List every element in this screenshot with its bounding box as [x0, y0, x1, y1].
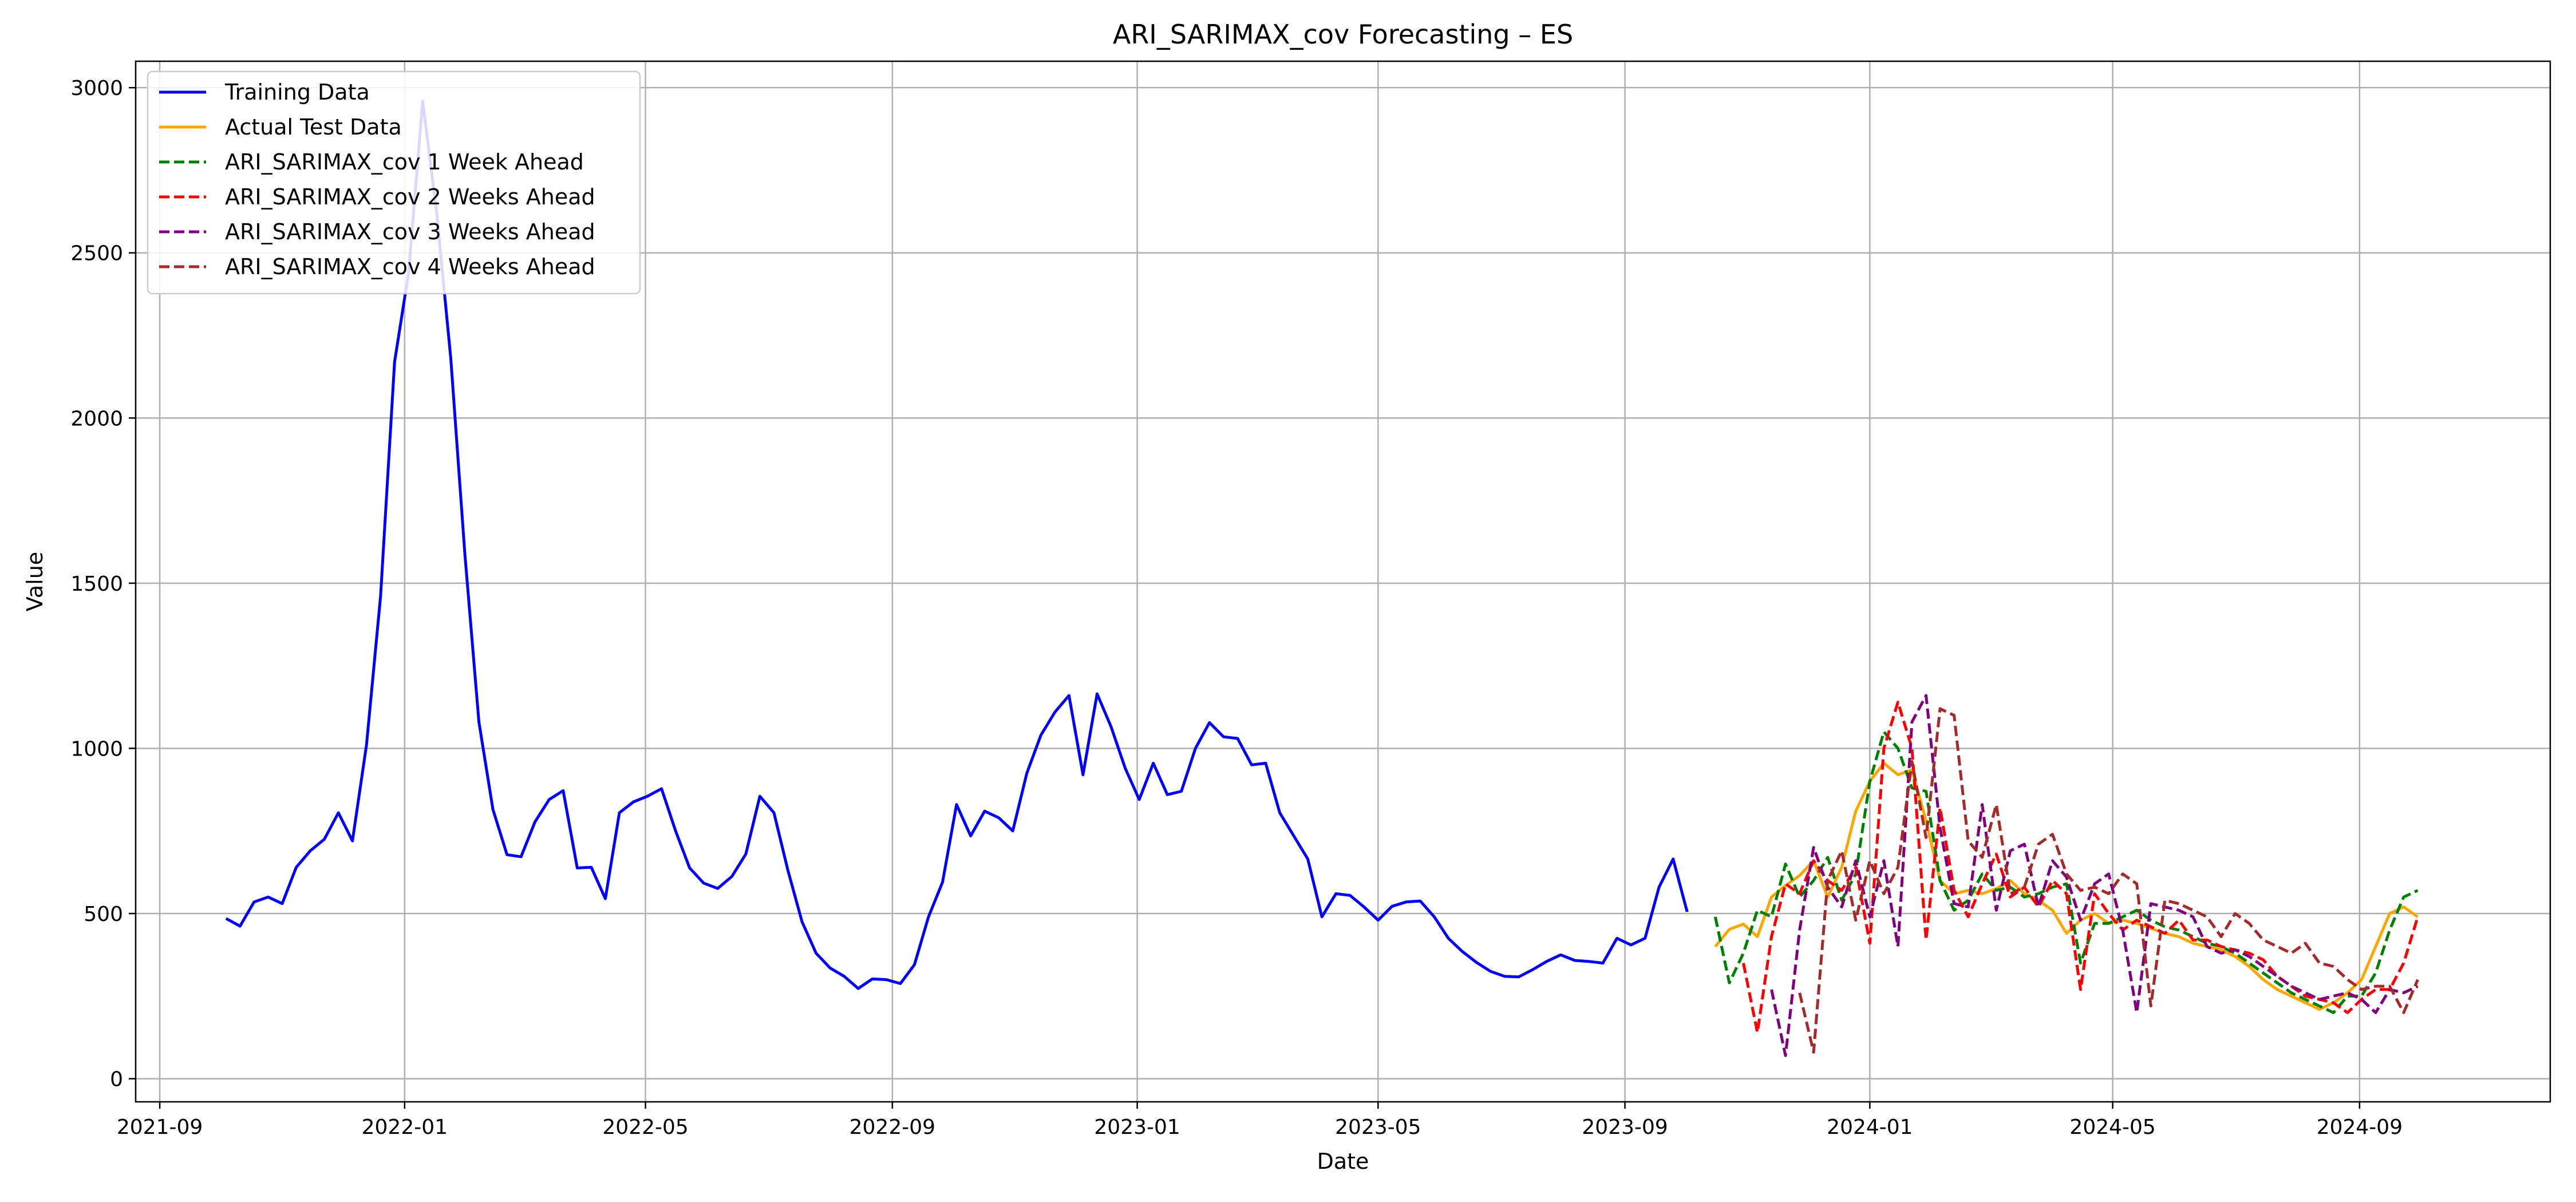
x-tick-label: 2023-05	[1335, 1116, 1421, 1139]
y-tick-label: 500	[84, 903, 123, 926]
series-line-actual-test-data	[1714, 761, 2419, 1011]
series-line-ari-sarimax-cov-2-weeks-ahead	[1742, 701, 2419, 1034]
y-tick-label: 1000	[70, 737, 123, 761]
y-tick-label: 2000	[70, 407, 123, 430]
y-tick-label: 0	[110, 1068, 123, 1092]
axes: 2021-09 2022-01 2022-05 2022-09 2023-01 2023-…	[70, 77, 2403, 1139]
x-tick-label: 2022-05	[602, 1116, 688, 1139]
chart-title: ARI_SARIMAX_cov Forecasting – ES	[1113, 19, 1573, 50]
x-tick-label: 2022-01	[362, 1116, 448, 1139]
plot-area-frame	[135, 60, 2551, 1103]
y-tick-label: 3000	[70, 77, 123, 100]
x-axis-title: Date	[1317, 1149, 1369, 1174]
x-tick-label: 2024-01	[1827, 1116, 1913, 1139]
series-line-ari-sarimax-cov-3-weeks-ahead	[1770, 694, 2419, 1057]
legend-label: Training Data	[224, 80, 370, 105]
legend-label: ARI_SARIMAX_cov 4 Weeks Ahead	[225, 254, 595, 279]
y-tick-label: 1500	[70, 572, 123, 596]
x-tick-label: 2024-09	[2317, 1116, 2403, 1139]
series-line-training-data	[225, 99, 1689, 990]
legend-label: Actual Test Data	[225, 114, 402, 140]
x-tick-label: 2023-01	[1094, 1116, 1180, 1139]
x-tick-label: 2022-09	[850, 1116, 935, 1139]
x-tick-label: 2023-09	[1582, 1116, 1668, 1139]
legend-label: ARI_SARIMAX_cov 1 Week Ahead	[225, 149, 584, 175]
y-tick-label: 2500	[70, 242, 123, 266]
legend-label: ARI_SARIMAX_cov 2 Weeks Ahead	[225, 184, 595, 209]
legend-box	[147, 70, 641, 295]
y-axis-title: Value	[22, 552, 48, 611]
series-line-ari-sarimax-cov-4-weeks-ahead	[1798, 707, 2419, 1054]
x-tick-label: 2024-05	[2069, 1116, 2155, 1139]
series-lines	[225, 99, 2419, 1057]
legend-label: ARI_SARIMAX_cov 3 Weeks Ahead	[225, 219, 595, 244]
legend: Training Data Actual Test Data ARI_SARIMAX…	[147, 70, 641, 295]
x-tick-label: 2021-09	[117, 1116, 203, 1139]
